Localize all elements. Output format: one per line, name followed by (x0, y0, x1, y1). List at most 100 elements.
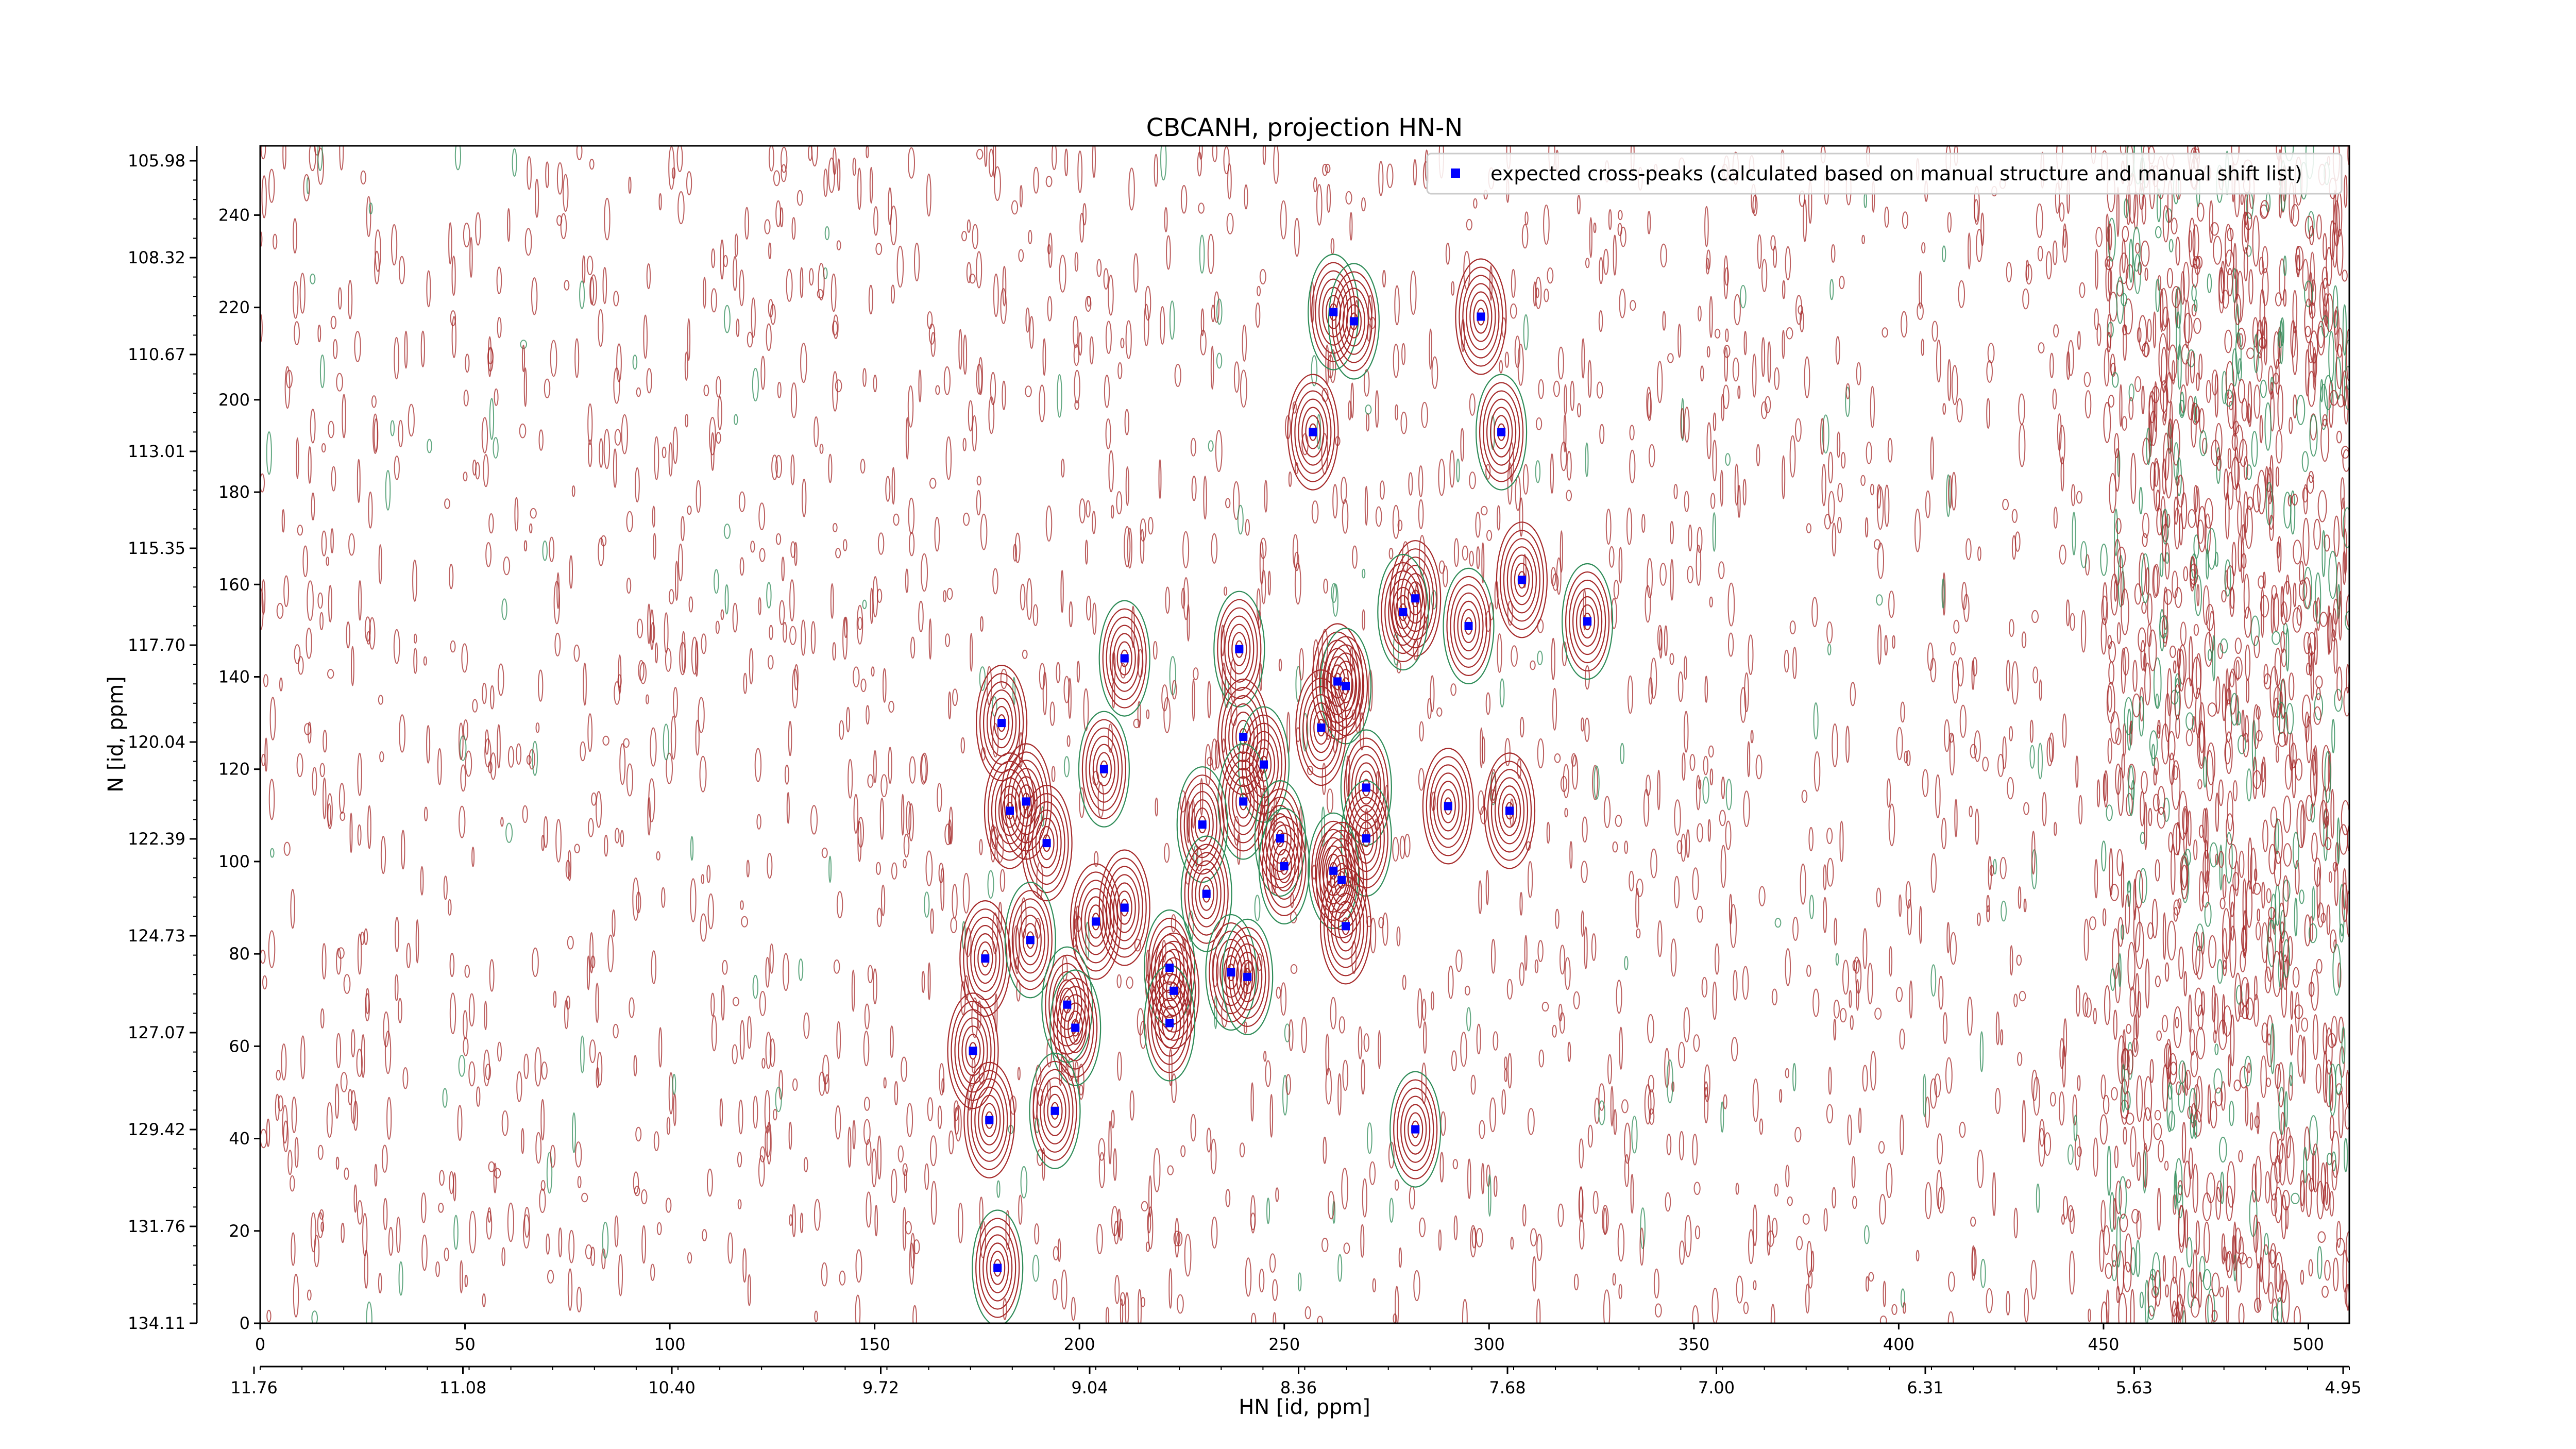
noise-contour (2153, 768, 2157, 786)
noise-contour (1779, 1089, 1783, 1103)
noise-contour (1186, 800, 1190, 844)
noise-contour (1260, 537, 1267, 559)
noise-contour (1120, 663, 1126, 679)
noise-contour (1543, 205, 1550, 245)
noise-contour (2195, 1220, 2200, 1255)
noise-contour (298, 656, 304, 675)
hn-ppm-label: 9.04 (1071, 1378, 1108, 1397)
noise-contour (599, 438, 604, 468)
noise-contour (577, 1176, 582, 1188)
noise-contour (2221, 1081, 2226, 1111)
noise-contour (1785, 246, 1791, 280)
noise-contour (972, 224, 979, 249)
noise-contour (1269, 1094, 1274, 1138)
peak-contour (975, 664, 1028, 782)
noise-contour (1192, 679, 1195, 721)
noise-contour (650, 727, 657, 767)
noise-contour (300, 1035, 306, 1080)
n-ppm-label: 105.98 (128, 151, 185, 171)
noise-contour (2193, 839, 2198, 861)
noise-contour (853, 666, 860, 687)
noise-contour (832, 321, 838, 336)
noise-contour (586, 955, 590, 990)
noise-contour (1792, 917, 1799, 941)
noise-contour (1692, 1305, 1699, 1323)
noise-contour (1418, 768, 1425, 791)
noise-contour (626, 763, 634, 797)
noise-contour (1523, 553, 1527, 588)
noise-contour (2338, 1016, 2344, 1043)
n-ppm-label: 122.39 (128, 829, 185, 849)
noise-contour (293, 1273, 299, 1318)
noise-contour (2287, 936, 2293, 966)
noise-contour (1363, 369, 1370, 397)
noise-contour (2147, 922, 2154, 939)
noise-contour (1476, 546, 1480, 569)
noise-contour (1131, 605, 1135, 648)
legend-box (1426, 153, 2343, 195)
noise-contour (360, 170, 366, 184)
noise-contour (654, 436, 659, 480)
noise-contour (2149, 730, 2158, 760)
noise-contour (1630, 1173, 1634, 1214)
noise-contour (1684, 655, 1687, 681)
noise-contour (319, 355, 325, 389)
noise-contour (1148, 1175, 1152, 1218)
noise-contour (484, 738, 492, 768)
noise-contour (1616, 980, 1622, 1014)
noise-contour (1168, 1049, 1173, 1086)
noise-contour (2301, 1017, 2309, 1032)
noise-contour (1436, 707, 1443, 717)
noise-contour (310, 1212, 316, 1253)
noise-contour (2158, 333, 2168, 386)
noise-contour (575, 1141, 582, 1168)
noise-contour (1467, 1158, 1471, 1200)
noise-contour (1289, 1019, 1294, 1051)
noise-contour (414, 633, 417, 644)
noise-contour (2006, 1290, 2010, 1316)
noise-contour (531, 277, 538, 315)
noise-contour (2180, 865, 2189, 900)
noise-contour (1693, 1034, 1700, 1052)
noise-contour (1104, 375, 1110, 408)
peak-contour (1109, 874, 1140, 941)
noise-contour (1645, 585, 1651, 623)
noise-contour (1389, 1198, 1394, 1223)
noise-contour (2176, 457, 2182, 497)
peak-contour (1487, 761, 1532, 861)
noise-contour (800, 343, 807, 383)
noise-contour (613, 448, 617, 488)
noise-contour (1821, 464, 1826, 507)
noise-contour (651, 950, 657, 984)
expected-cross-peak (1477, 312, 1485, 321)
noise-contour (500, 817, 504, 827)
noise-contour (362, 1213, 368, 1257)
noise-contour (2178, 1204, 2185, 1248)
noise-contour (1546, 821, 1550, 844)
noise-contour (759, 1146, 766, 1162)
noise-contour (2162, 1255, 2166, 1282)
noise-contour (439, 1170, 445, 1186)
noise-contour (465, 353, 470, 373)
noise-contour (863, 1031, 870, 1067)
noise-contour (2127, 881, 2131, 893)
noise-contour (2232, 872, 2240, 891)
noise-contour (2256, 922, 2261, 940)
noise-contour (1198, 203, 1205, 214)
noise-contour (1688, 524, 1692, 552)
noise-contour (2126, 793, 2133, 816)
noise-contour (1584, 717, 1590, 742)
noise-contour (612, 909, 616, 937)
noise-contour (996, 1180, 1001, 1198)
noise-contour (398, 998, 402, 1023)
noise-contour (2216, 456, 2222, 471)
noise-contour (613, 367, 620, 404)
noise-contour (444, 498, 450, 509)
noise-contour (1662, 311, 1666, 331)
noise-contour (2210, 1101, 2217, 1128)
noise-contour (769, 943, 774, 974)
noise-contour (449, 953, 455, 977)
noise-contour (1499, 678, 1505, 707)
noise-contour (2178, 790, 2188, 840)
noise-contour (573, 644, 580, 662)
